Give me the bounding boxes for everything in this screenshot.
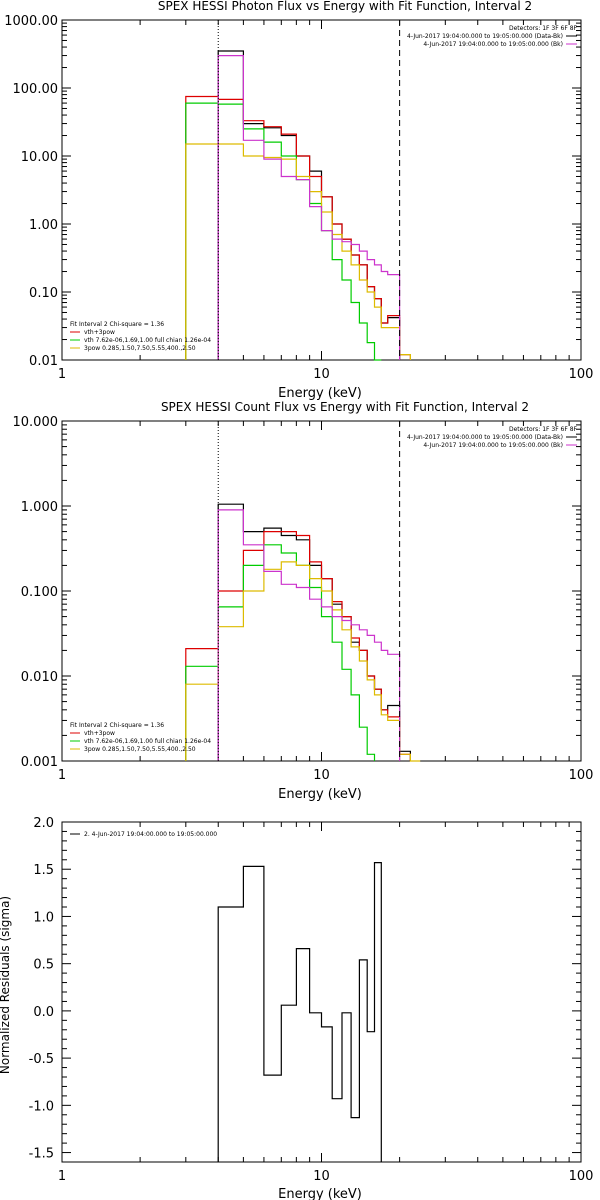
residuals-panel: Energy (keV) Normalized Residuals (sigma… xyxy=(0,816,593,1200)
legend-entry: vth 7.62e-06,1.69,1.00 full chian 1.26e-… xyxy=(84,738,211,745)
y-tick-label: 0.01 xyxy=(29,354,58,369)
y-tick-label: 2.0 xyxy=(33,816,54,831)
y-tick-label: 0.100 xyxy=(21,585,58,600)
x-tick-label: 100 xyxy=(569,367,594,382)
legend-entry: vth+3pow xyxy=(84,329,115,336)
x-tick-label: 1 xyxy=(58,367,66,382)
count-flux-title: SPEX HESSI Count Flux vs Energy with Fit… xyxy=(161,400,529,414)
photon-flux-title: SPEX HESSI Photon Flux vs Energy with Fi… xyxy=(158,0,532,13)
series-0-histogram xyxy=(217,503,411,761)
legend-header: Fit Interval 2 Chi-square = 1.36 xyxy=(70,722,164,729)
count-flux-plot-area: 1 10 100 0.001 0.010 0.100 1.000 10.000 Detector… xyxy=(13,415,594,783)
legend-entry: 3pow 0.285,1.50,7.50,5.55,400.,2.50 xyxy=(84,345,196,352)
y-tick-label: 0.10 xyxy=(29,286,58,301)
x-tick-label: 10 xyxy=(313,367,330,382)
legend-entry: 4-Jun-2017 19:04:00.000 to 19:05:00.000 … xyxy=(407,33,563,40)
y-tick-label: 0.0 xyxy=(33,1005,54,1020)
x-tick-label: 100 xyxy=(569,768,594,783)
y-tick-label: 0.5 xyxy=(33,958,54,973)
series-2-histogram xyxy=(185,102,382,361)
y-tick-label: 10.00 xyxy=(21,150,58,165)
y-tick-label: 1.5 xyxy=(33,863,54,878)
legend-entry: 4-Jun-2017 19:04:00.000 to 19:05:00.000 … xyxy=(423,442,563,449)
y-tick-label: -1.0 xyxy=(29,1099,54,1114)
x-tick-label: 10 xyxy=(313,1169,330,1184)
photon-flux-x-label: Energy (keV) xyxy=(278,386,362,401)
legend-header: Detectors: 1F 3F 6F 8F xyxy=(509,25,578,32)
series-3-histogram xyxy=(185,561,421,762)
y-tick-label: 1.000 xyxy=(21,500,58,515)
legend-entry: 4-Jun-2017 19:04:00.000 to 19:05:00.000 … xyxy=(423,41,563,48)
residuals-plot-area: 1 10 100 -1.5 -1.0 -0.5 0.0 0.5 1.0 1.5 2.0 2. 4-Ju… xyxy=(29,816,594,1184)
plot-frame xyxy=(61,821,582,1163)
series-0-histogram xyxy=(217,50,401,360)
y-tick-label: 10.000 xyxy=(13,415,59,430)
legend-header: Detectors: 1F 3F 6F 8F xyxy=(509,426,578,433)
y-tick-label: 1.0 xyxy=(33,910,54,925)
y-tick-label: -0.5 xyxy=(29,1052,54,1067)
residuals-x-label: Energy (keV) xyxy=(278,1187,362,1200)
residuals-y-label: Normalized Residuals (sigma) xyxy=(0,896,12,1074)
x-tick-label: 1 xyxy=(58,1169,66,1184)
x-tick-label: 100 xyxy=(569,1169,594,1184)
series-1-histogram xyxy=(185,95,411,360)
photon-flux-plot-area: 1 10 100 0.01 0.10 1.00 10.00 100.00 1000.00 Dete… xyxy=(4,14,593,382)
series-2-histogram xyxy=(185,544,376,761)
series-4-histogram xyxy=(217,509,401,761)
photon-flux-panel: SPEX HESSI Photon Flux vs Energy with Fi… xyxy=(4,0,593,401)
legend-entry: vth+3pow xyxy=(84,730,115,737)
x-tick-label: 10 xyxy=(313,768,330,783)
count-flux-panel: SPEX HESSI Count Flux vs Energy with Fit… xyxy=(13,400,594,802)
legend-entry: 3pow 0.285,1.50,7.50,5.55,400.,2.50 xyxy=(84,746,196,753)
legend-entry: 4-Jun-2017 19:04:00.000 to 19:05:00.000 … xyxy=(407,434,563,441)
y-tick-label: 1.00 xyxy=(29,218,58,233)
y-tick-label: 0.010 xyxy=(21,670,58,685)
y-tick-label: 100.00 xyxy=(13,82,59,97)
legend-header: Fit Interval 2 Chi-square = 1.36 xyxy=(70,321,164,328)
y-tick-label: 0.001 xyxy=(21,755,58,770)
series-4-histogram xyxy=(217,55,401,360)
y-tick-label: 1000.00 xyxy=(4,14,58,29)
series-3-histogram xyxy=(185,143,411,360)
legend-entry: vth 7.62e-06,1.69,1.00 full chian 1.26e-… xyxy=(84,337,211,344)
x-tick-label: 1 xyxy=(58,768,66,783)
series-1-histogram xyxy=(185,531,411,761)
legend-entry: 2. 4-Jun-2017 19:04:00.000 to 19:05:00.0… xyxy=(84,831,217,838)
y-tick-label: -1.5 xyxy=(29,1147,54,1162)
count-flux-x-label: Energy (keV) xyxy=(278,787,362,802)
series-0-histogram xyxy=(217,862,382,1162)
